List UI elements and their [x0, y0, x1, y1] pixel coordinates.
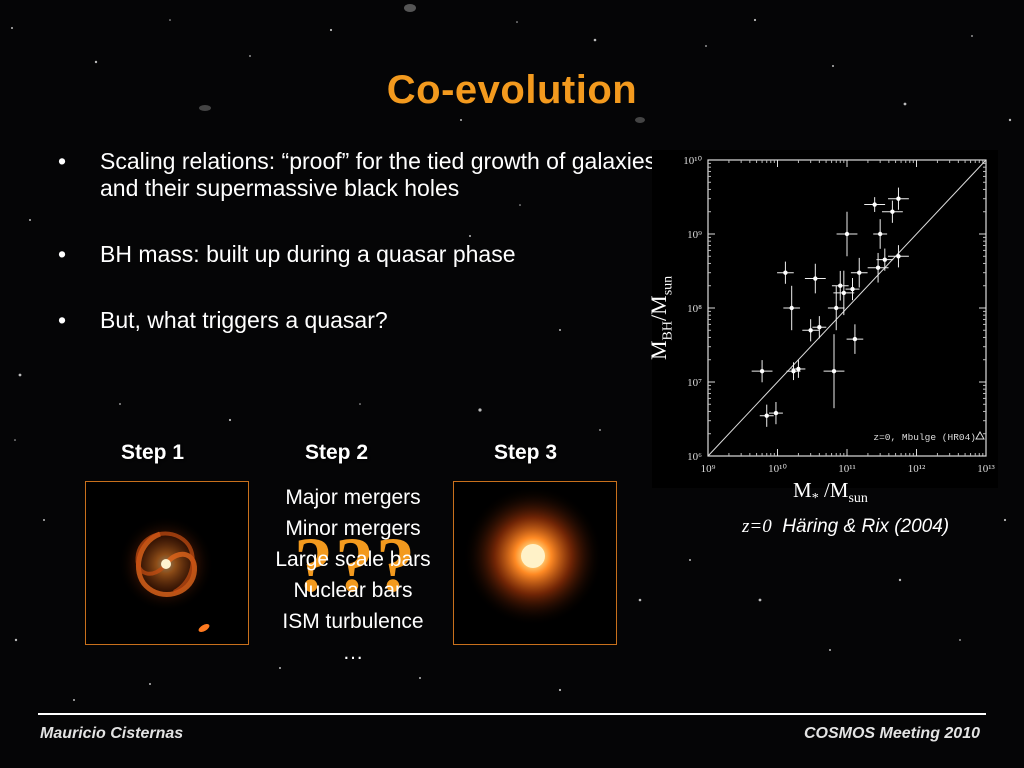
bullet-item: • But, what triggers a quasar? — [58, 307, 658, 334]
data-point — [890, 209, 895, 214]
y-label-sub1: BH — [660, 320, 676, 341]
trigger-mechanism-list: Major mergers Minor mergers Large scale … — [252, 482, 454, 668]
chart-svg: 10⁹ 10¹⁰ 10¹¹ 10¹² 10¹³ 10⁶ 10⁷ 10⁸ 10⁹ 10¹⁰ z=0, … — [683, 155, 995, 475]
question-marks: ??? — [294, 521, 417, 608]
mechanism-item: Large scale bars — [275, 548, 431, 571]
quasar-graphic — [463, 486, 603, 626]
bullet-list: • Scaling relations: “proof” for the tie… — [58, 148, 658, 373]
citation-redshift: z=0 — [742, 516, 772, 537]
data-point — [877, 231, 883, 237]
footer-divider — [38, 713, 986, 715]
citation-reference: Häring & Rix (2004) — [782, 516, 950, 537]
step-3-label: Step 3 — [494, 441, 558, 464]
data-point — [872, 202, 877, 207]
bullet-marker: • — [58, 148, 67, 174]
y-tick-label: 10⁷ — [687, 377, 702, 389]
data-point — [838, 283, 843, 288]
data-point — [882, 257, 888, 262]
x-tick-label: 10¹⁰ — [768, 463, 787, 475]
x-label-main: M — [793, 478, 812, 502]
bullet-item: • Scaling relations: “proof” for the tie… — [58, 148, 658, 202]
bullet-marker: • — [58, 307, 67, 333]
y-tick-label: 10⁶ — [687, 451, 702, 463]
data-point — [796, 366, 801, 372]
legend-triangle-icon — [975, 430, 985, 440]
scaling-relation-chart: 10⁹ 10¹⁰ 10¹¹ 10¹² 10¹³ 10⁶ 10⁷ 10⁸ 10⁹ 10¹⁰ z=0, … — [652, 150, 998, 488]
bullet-text: But, what triggers a quasar? — [100, 307, 388, 333]
x-tick-label: 10¹¹ — [838, 463, 856, 475]
footer-event: COSMOS Meeting 2010 — [803, 725, 980, 742]
data-point — [875, 265, 881, 270]
x-tick-label: 10¹³ — [977, 463, 995, 475]
bullet-text: BH mass: built up during a quasar phase — [100, 241, 516, 267]
quasar-image — [453, 481, 617, 645]
step-2-label: Step 2 — [305, 441, 369, 464]
data-point — [789, 305, 794, 311]
chart-x-axis-label: M* /Msun — [793, 478, 868, 507]
data-point — [783, 270, 788, 275]
y-tick-label: 10⁹ — [687, 229, 702, 241]
footer-author: Mauricio Cisternas — [40, 725, 184, 742]
data-point — [791, 368, 796, 374]
data-point — [852, 336, 858, 342]
data-point — [896, 196, 901, 201]
x-tick-label: 10⁹ — [701, 463, 716, 475]
bullet-marker: • — [58, 241, 67, 267]
y-label-slash: /M — [646, 295, 671, 321]
data-point — [844, 231, 850, 237]
mechanism-item: Nuclear bars — [293, 579, 413, 602]
mechanism-item: Minor mergers — [285, 517, 421, 540]
y-tick-label: 10⁸ — [687, 303, 702, 315]
bullet-text: Scaling relations: “proof” for the tied … — [100, 148, 657, 201]
data-point — [808, 328, 813, 333]
data-point — [831, 368, 837, 374]
data-point — [834, 305, 839, 311]
mechanism-item: ISM turbulence — [282, 610, 424, 633]
y-label-main: M — [646, 340, 671, 360]
figure-citation: z=0 Häring & Rix (2004) — [742, 516, 949, 538]
x-label-sub1: * — [811, 491, 819, 507]
data-point — [817, 325, 822, 330]
spiral-galaxy-image — [85, 481, 249, 645]
x-label-sub2: sun — [848, 491, 868, 507]
bullet-item: • BH mass: built up during a quasar phas… — [58, 241, 658, 268]
mechanism-item: … — [342, 641, 364, 664]
spiral-galaxy-graphic — [118, 516, 214, 632]
x-tick-label: 10¹² — [908, 463, 926, 475]
data-point — [857, 270, 862, 275]
data-point — [813, 276, 818, 281]
x-label-slash: /M — [818, 478, 849, 502]
data-point — [850, 286, 855, 292]
data-point — [764, 413, 769, 418]
legend-label: z=0, Mbulge (HR04) — [873, 432, 976, 443]
y-tick-label: 10¹⁰ — [683, 155, 702, 167]
mechanism-item: Major mergers — [285, 486, 421, 509]
data-point — [759, 368, 765, 374]
slide-title: Co-evolution — [386, 68, 638, 112]
data-point — [773, 410, 779, 416]
data-point — [841, 290, 847, 296]
chart-y-axis-label: MBH/Msun — [646, 250, 686, 360]
one-to-one-relation-line — [707, 159, 987, 457]
y-label-sub2: sun — [660, 275, 676, 296]
step-1-label: Step 1 — [121, 441, 185, 464]
data-point — [896, 254, 901, 259]
